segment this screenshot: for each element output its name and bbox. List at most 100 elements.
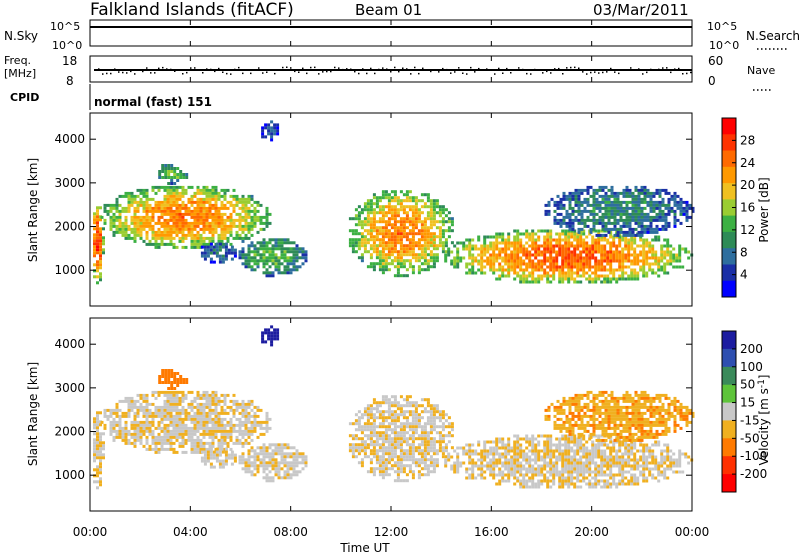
power-cell: [489, 265, 493, 269]
velocity-cell: [169, 435, 173, 439]
nave-dot: [286, 66, 288, 68]
velocity-cell: [175, 432, 179, 436]
power-cell: [292, 250, 296, 254]
velocity-cell: [181, 396, 185, 400]
velocity-cell: [157, 414, 161, 418]
power-cell: [196, 197, 200, 201]
velocity-cell: [139, 396, 143, 400]
power-cell: [666, 247, 670, 251]
power-cell: [510, 250, 514, 254]
power-cell: [522, 262, 526, 266]
power-cell: [363, 241, 367, 245]
power-cell: [579, 274, 583, 278]
velocity-cell: [154, 435, 158, 439]
velocity-cell: [351, 422, 355, 426]
velocity-cell: [193, 396, 197, 400]
velocity-cell: [411, 428, 415, 432]
velocity-cell: [145, 447, 149, 451]
power-cell: [616, 197, 620, 201]
power-cell: [301, 250, 305, 254]
power-cell: [450, 223, 454, 227]
velocity-cell: [214, 408, 218, 412]
velocity-cell: [486, 449, 490, 453]
power-cell: [597, 235, 601, 239]
power-cell: [646, 188, 650, 192]
power-cell: [564, 229, 568, 233]
power-cell: [187, 221, 191, 225]
velocity-cell: [223, 438, 227, 442]
power-cell: [292, 262, 296, 266]
power-cell: [666, 259, 670, 263]
velocity-cell: [501, 455, 505, 459]
power-cell: [417, 268, 421, 272]
power-cell: [631, 194, 635, 198]
velocity-cell: [375, 458, 379, 462]
power-cell: [402, 235, 406, 239]
velocity-cell: [118, 429, 122, 433]
power-cell: [576, 280, 580, 284]
power-cell: [96, 215, 99, 219]
velocity-cell: [151, 411, 155, 415]
power-cell: [525, 256, 529, 260]
velocity-cell: [205, 423, 209, 427]
power-cell: [580, 203, 584, 207]
power-cell: [264, 126, 268, 130]
power-cell: [363, 220, 367, 224]
velocity-cell: [265, 426, 269, 430]
power-cell: [666, 241, 670, 245]
power-cell: [381, 193, 385, 197]
velocity-cell: [221, 465, 225, 469]
power-cell: [612, 253, 616, 257]
velocity-cell: [202, 435, 206, 439]
power-cell: [292, 265, 296, 269]
power-cell: [631, 191, 635, 195]
power-cell: [199, 197, 203, 201]
power-cell: [468, 247, 472, 251]
velocity-cell: [262, 464, 266, 468]
power-cell: [586, 218, 590, 222]
power-cell: [164, 173, 168, 176]
power-cell: [378, 199, 382, 203]
power-cell: [414, 226, 418, 230]
power-cell: [432, 244, 436, 248]
power-cell: [232, 197, 236, 201]
velocity-cell: [393, 410, 397, 414]
power-cell: [215, 245, 219, 249]
power-cell: [639, 259, 643, 263]
power-cell: [507, 262, 511, 266]
power-cell: [227, 248, 231, 252]
velocity-cell: [274, 452, 278, 456]
power-cell: [166, 206, 170, 210]
velocity-cell: [387, 425, 391, 429]
power-cell: [598, 203, 602, 207]
power-cell: [513, 256, 517, 260]
velocity-cell: [495, 446, 499, 450]
power-cell: [540, 259, 544, 263]
power-cell: [507, 265, 511, 269]
velocity-cell: [375, 452, 379, 456]
velocity-cell: [435, 431, 439, 435]
power-cell: [624, 241, 628, 245]
power-cell: [664, 191, 668, 195]
velocity-cell: [471, 458, 475, 462]
power-cell: [657, 268, 661, 272]
power-cell: [130, 221, 134, 225]
power-cell: [459, 259, 463, 263]
power-cell: [247, 221, 251, 225]
velocity-cell: [163, 447, 167, 451]
velocity-cell: [250, 461, 254, 465]
velocity-cell: [411, 437, 415, 441]
power-cell: [277, 256, 281, 260]
power-cell: [678, 253, 682, 257]
power-cell: [621, 274, 625, 278]
velocity-cell: [148, 420, 152, 424]
power-cell: [384, 229, 388, 233]
power-cell: [423, 229, 427, 233]
velocity-cell: [480, 464, 484, 468]
power-cell: [625, 224, 629, 228]
power-cell: [351, 217, 355, 221]
power-cell: [295, 247, 299, 251]
power-cell: [169, 227, 173, 231]
velocity-cell: [148, 429, 152, 433]
nave-dot: [666, 67, 668, 69]
